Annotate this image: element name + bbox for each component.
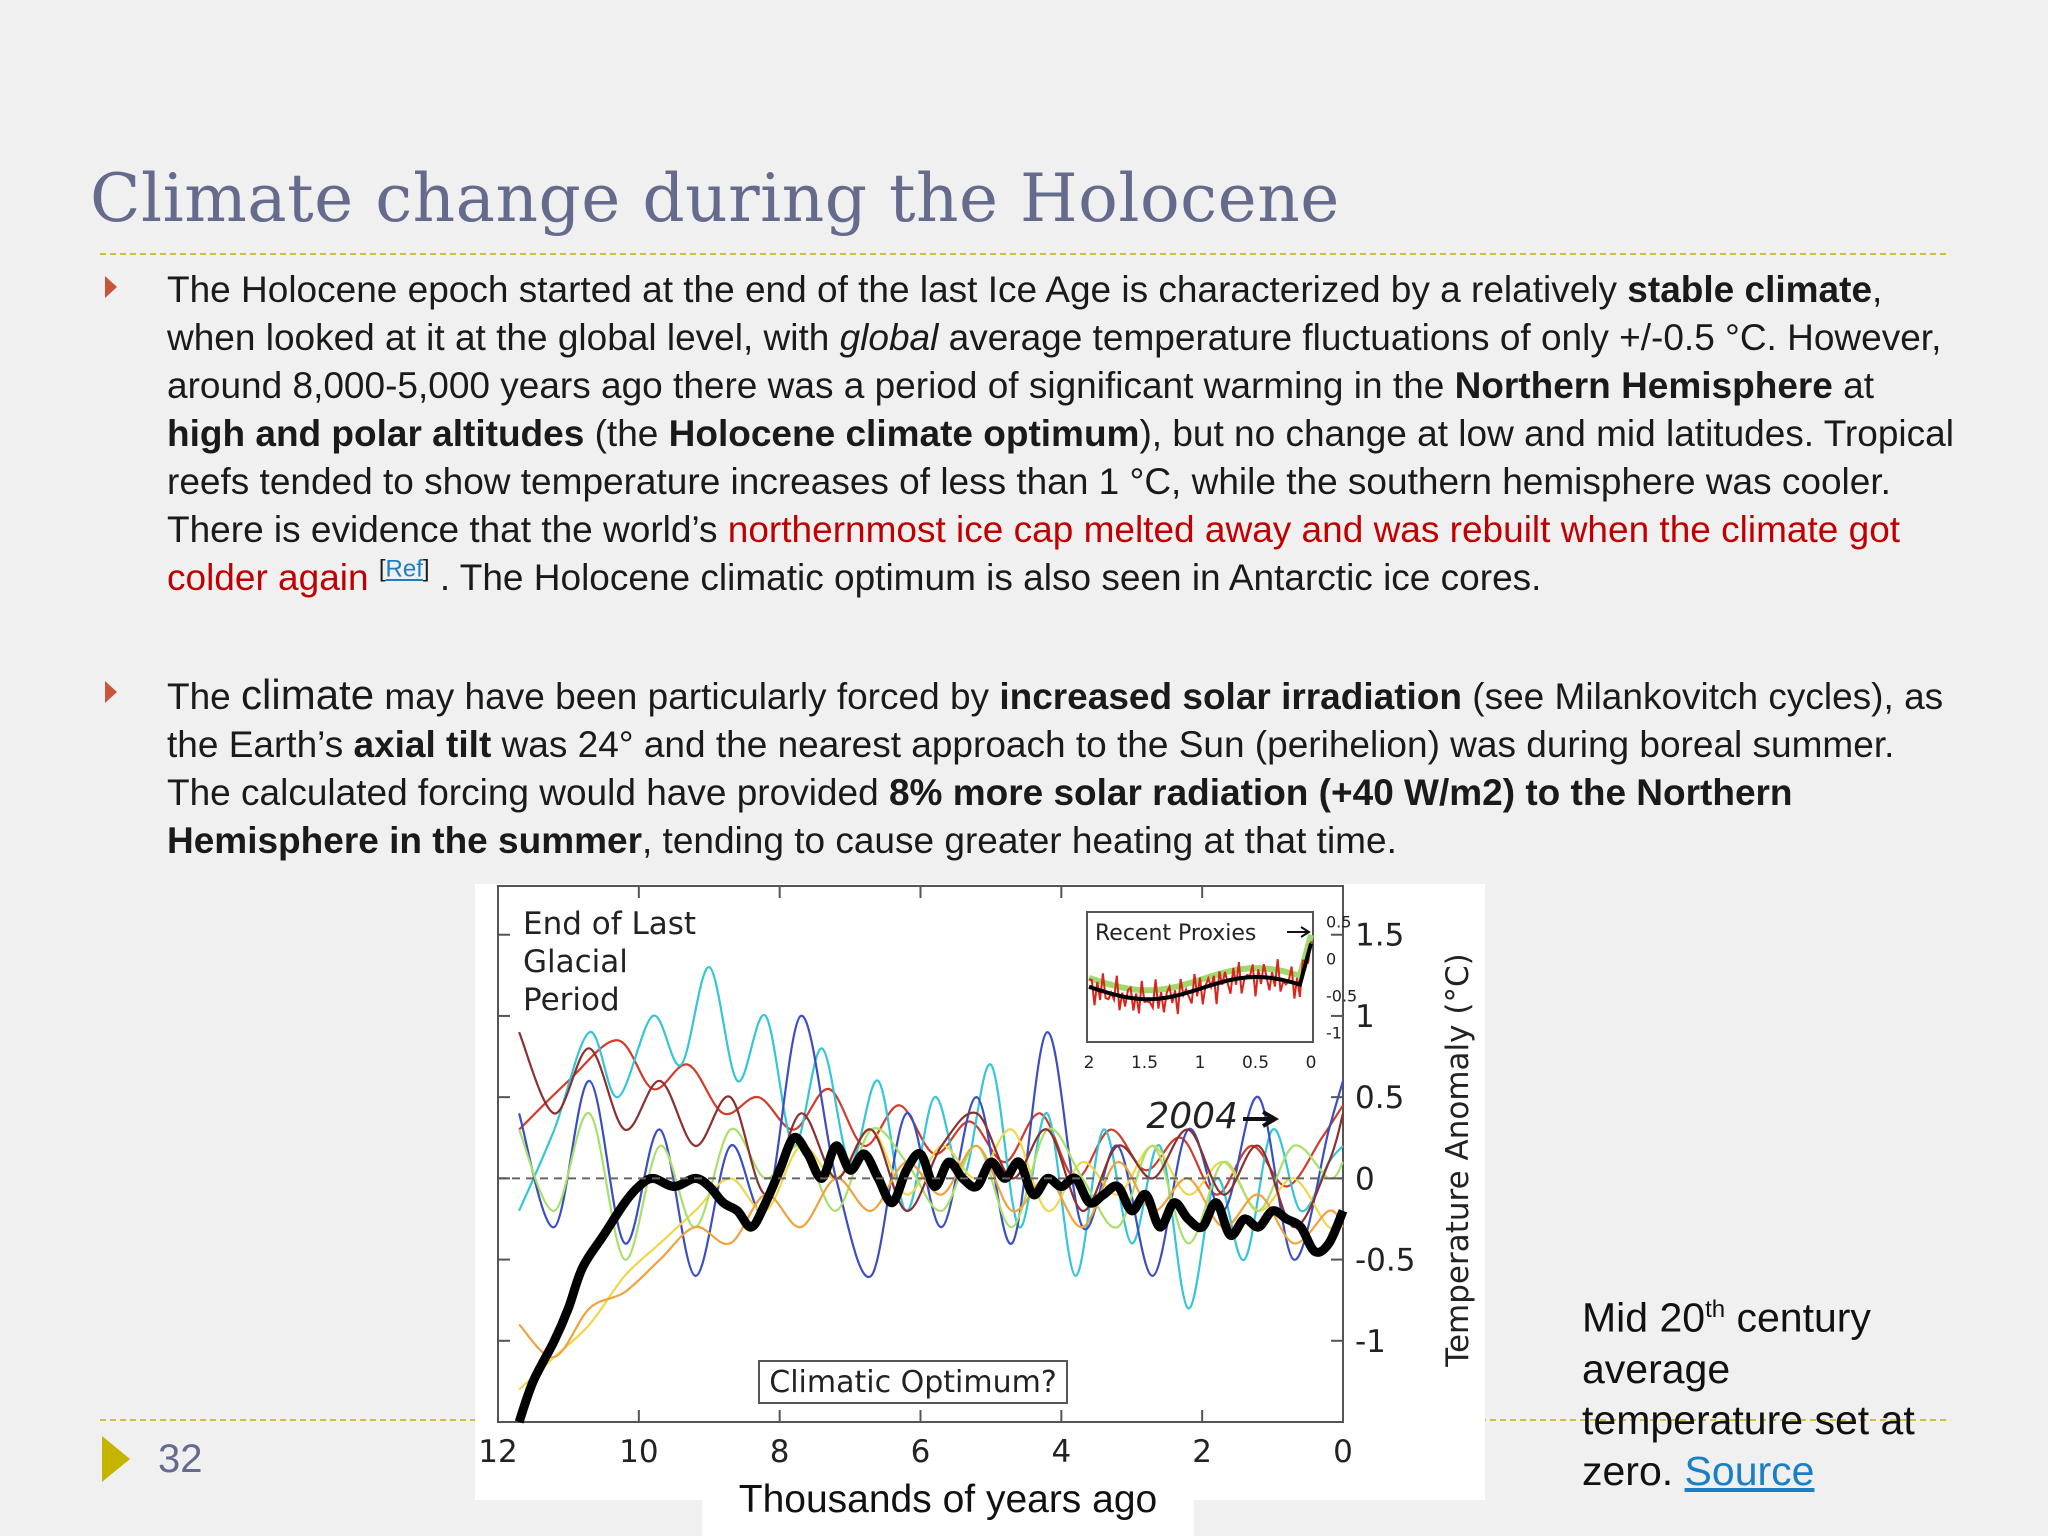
y-tick-label: -1 <box>1355 1324 1386 1360</box>
ref-superscript: [Ref] <box>379 556 430 583</box>
bullet2-text-4: was 24° and the nearest approach to the … <box>167 724 1895 813</box>
series-layer <box>514 966 1348 1424</box>
title-divider <box>100 253 1946 255</box>
bullet2-text-2: may have been particularly forced by <box>374 676 1000 717</box>
inset-x-tick-label: 0.5 <box>1242 1053 1269 1073</box>
footer-triangle-icon <box>102 1436 130 1482</box>
side-note-text-2: century average temperature set at zero. <box>1582 1294 1915 1494</box>
y-axis-label: Temperature Anomaly (°C) <box>1440 953 1476 1367</box>
inset-x-tick-label: 0 <box>1306 1053 1317 1073</box>
bullet2-word-climate: climate <box>241 671 375 718</box>
bullet1-text-7 <box>369 557 379 598</box>
glacial-label-line2: Glacial <box>523 944 628 980</box>
inset-y-tick-label: 0.5 <box>1326 912 1351 931</box>
slide-title: Climate change during the Holocene <box>90 160 1340 237</box>
y-tick-label: 0 <box>1355 1161 1375 1197</box>
ref-close-bracket: ] <box>422 555 430 583</box>
bullet1-text-6: ), but no change at low and mid latitude… <box>167 413 1954 550</box>
bullet1-text-5: (the <box>584 413 669 454</box>
bullet1-bold-high-polar: high and polar altitudes <box>167 413 585 454</box>
bullet-arrow-icon <box>105 276 117 298</box>
series-line-proxy <box>518 1112 1344 1261</box>
side-note-text-1: Mid 20 <box>1582 1294 1706 1341</box>
recent-proxies-inset: Recent Proxies 2 1.5 1 0.5 0 0.5 0 -0.5 -1 <box>1084 911 1357 1073</box>
holocene-temperature-chart: 12 10 8 6 4 2 0 1.5 1 0.5 0 -0.5 -1 End of Last Gla… <box>475 884 1485 1500</box>
bullet1-red-ice-cap: northernmost ice cap melted away and was… <box>167 509 1901 598</box>
ref-open-bracket: [ <box>378 555 386 583</box>
y-tick-label: 0.5 <box>1355 1080 1404 1116</box>
inset-y-tick-label: -1 <box>1326 1024 1342 1043</box>
x-tick-label: 0 <box>1333 1434 1353 1470</box>
bullet1-text-4: at <box>1832 365 1875 406</box>
glacial-label-line1: End of Last <box>523 906 696 942</box>
optimum-label: Climatic Optimum? <box>769 1365 1057 1400</box>
x-tick-label: 4 <box>1051 1434 1071 1470</box>
inset-y-tick-label: 0 <box>1326 949 1336 968</box>
bullet1-italic-global: global <box>839 317 939 358</box>
x-tick-label: 6 <box>911 1434 931 1470</box>
inset-y-tick-label: -0.5 <box>1326 987 1357 1006</box>
inset-black-series <box>1088 943 1313 1002</box>
series-line-proxy <box>518 1039 1344 1196</box>
bullet2-bold-axial-tilt: axial tilt <box>353 724 492 765</box>
inset-x-ticks: 2 1.5 1 0.5 0 <box>1084 1053 1317 1073</box>
x-tick-label: 12 <box>478 1434 517 1470</box>
y-tick-label: 1 <box>1355 999 1375 1035</box>
bullet2-text-3: (see Milankovitch cycles), as the Earth’… <box>167 676 1944 765</box>
y-tick-label: 1.5 <box>1355 918 1404 954</box>
x-axis-caption: Thousands of years ago <box>702 1464 1194 1536</box>
inset-title: Recent Proxies <box>1095 921 1256 946</box>
source-link[interactable]: Source <box>1684 1447 1815 1494</box>
side-note: Mid 20th century average temperature set… <box>1582 1284 1942 1497</box>
optimum-label-box <box>758 1360 1068 1404</box>
series-line-proxy <box>518 1014 1345 1279</box>
inset-x-tick-label: 1.5 <box>1131 1053 1158 1073</box>
bullet1-text-2: , when looked at it at the global level,… <box>167 269 1883 358</box>
side-note-superscript: th <box>1705 1296 1726 1323</box>
ref-link[interactable]: Ref <box>385 555 423 583</box>
inset-x-tick-label: 2 <box>1084 1053 1095 1073</box>
year-2004-label: 2004 <box>1146 1096 1238 1137</box>
bullet-arrow-icon <box>105 681 117 703</box>
bullet2-bold-solar-radiation: 8% more solar radiation (+40 W/m2) to th… <box>167 772 1793 861</box>
bullet1-bold-northern-hemisphere: Northern Hemisphere <box>1454 365 1833 406</box>
bullet2-text-1: The <box>167 676 242 717</box>
bullet2-bold-solar-irradiation: increased solar irradiation <box>999 676 1462 717</box>
bullet2-text-5: , tending to cause greater heating at th… <box>641 820 1397 861</box>
x-axis-ticks: 12 10 8 6 4 2 0 <box>478 886 1353 1470</box>
page-number: 32 <box>158 1437 203 1481</box>
y-tick-label: -0.5 <box>1355 1243 1416 1279</box>
bullet1-bold-climate-optimum: Holocene climate optimum <box>668 413 1140 454</box>
bullet1-text-8: . The Holocene climatic optimum is also … <box>429 557 1542 598</box>
bullet-holocene-stability: The Holocene epoch started at the end of… <box>105 266 1957 602</box>
series-line-average <box>514 1133 1348 1424</box>
year-2004-arrow-icon <box>1243 1110 1279 1128</box>
glacial-label-line3: Period <box>523 982 620 1018</box>
x-tick-label: 2 <box>1192 1434 1212 1470</box>
bullet-solar-forcing: The climate may have been particularly f… <box>105 671 1957 865</box>
x-tick-label: 8 <box>770 1434 790 1470</box>
inset-arrow-icon <box>1287 926 1311 938</box>
chart-svg: 12 10 8 6 4 2 0 1.510.50-0.5-1 End of Last Gla… <box>478 885 1476 1470</box>
inset-red-series <box>1088 941 1312 1015</box>
y-axis-ticks: 1.5 1 0.5 0 -0.5 -1 <box>498 918 1416 1360</box>
inset-x-tick-label: 1 <box>1195 1053 1206 1073</box>
bullet1-text-3: average temperature fluctuations of only… <box>167 317 1942 406</box>
bullet1-bold-stable-climate: stable climate <box>1627 269 1873 310</box>
x-tick-label: 10 <box>619 1434 658 1470</box>
bullet1-text-1: The Holocene epoch started at the end of… <box>167 269 1628 310</box>
inset-y-ticks: 0.5 0 -0.5 -1 <box>1326 912 1357 1042</box>
